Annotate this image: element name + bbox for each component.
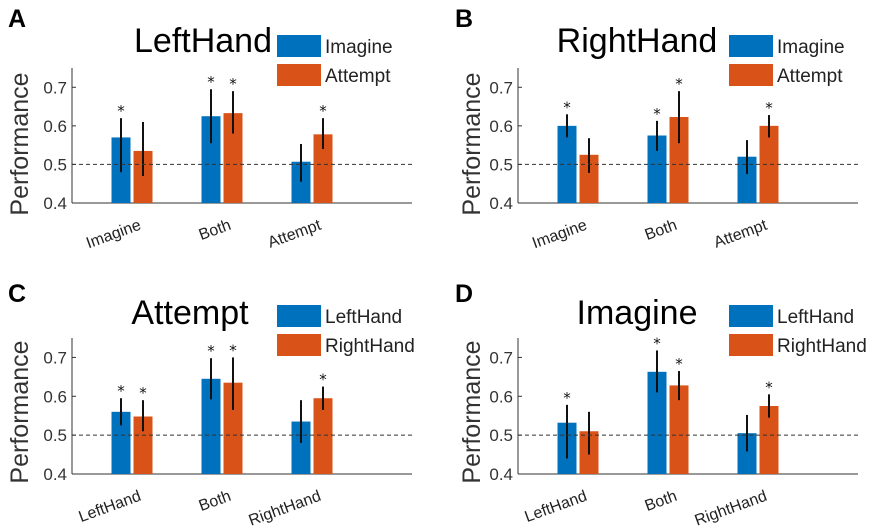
legend-swatch — [277, 64, 321, 86]
bar — [201, 116, 221, 203]
y-tick-label: 0.6 — [489, 117, 513, 136]
significance-star: * — [675, 355, 683, 373]
bar — [669, 116, 689, 203]
y-tick-label: 0.7 — [43, 78, 67, 97]
bar — [313, 134, 333, 203]
significance-star: * — [765, 99, 773, 117]
significance-star: * — [653, 334, 661, 352]
legend-swatch — [729, 334, 773, 356]
y-tick-label: 0.5 — [489, 426, 513, 445]
legend-label: LeftHand — [777, 307, 854, 328]
bar — [201, 378, 221, 474]
x-tick-label: Attempt — [266, 217, 324, 252]
chart-panel-d: D Imagine LeftHand RightHand Performance 0.4 0… — [455, 280, 867, 530]
significance-star: * — [675, 75, 683, 93]
y-axis-label: Performance — [6, 72, 34, 215]
bar — [647, 371, 667, 474]
bar — [737, 156, 757, 203]
bar — [647, 135, 667, 203]
bar — [759, 406, 779, 474]
legend-label: Attempt — [777, 66, 843, 87]
chart-title: Imagine — [577, 294, 698, 332]
chart-title: Attempt — [131, 294, 249, 332]
y-tick-label: 0.4 — [489, 194, 513, 213]
significance-star: * — [229, 75, 237, 93]
y-tick-label: 0.6 — [489, 387, 513, 406]
legend-label: Imagine — [325, 37, 393, 58]
chart-panel-b: B RightHand Imagine Attempt Performance 0.4 0.… — [455, 5, 858, 252]
y-tick-label: 0.6 — [43, 387, 67, 406]
chart-panel-a: A LeftHand Imagine Attempt Performance 0.4 0.5… — [6, 5, 412, 252]
x-tick-label: RightHand — [247, 488, 324, 530]
panel-letter: A — [8, 5, 26, 33]
bar — [313, 398, 333, 474]
significance-star: * — [207, 73, 215, 91]
x-tick-label: Both — [643, 217, 680, 244]
y-tick-label: 0.7 — [489, 78, 513, 97]
y-tick-label: 0.5 — [489, 155, 513, 174]
y-axis-label: Performance — [6, 340, 34, 483]
bar — [111, 411, 131, 474]
x-tick-label: Attempt — [712, 217, 770, 252]
significance-star: * — [117, 102, 125, 120]
y-tick-label: 0.5 — [43, 426, 67, 445]
y-tick-label: 0.4 — [43, 194, 67, 213]
y-axis-label: Performance — [458, 340, 486, 483]
x-tick-label: Both — [197, 217, 234, 244]
significance-star: * — [117, 382, 125, 400]
bar — [737, 433, 757, 474]
y-tick-label: 0.7 — [489, 348, 513, 367]
panel-letter: C — [8, 280, 26, 308]
y-tick-label: 0.4 — [489, 465, 513, 484]
panel-letter: B — [455, 5, 473, 33]
panel-letter: D — [455, 280, 473, 308]
legend-swatch — [277, 35, 321, 57]
bar — [291, 161, 311, 203]
bar — [759, 125, 779, 203]
legend-swatch — [277, 334, 321, 356]
y-tick-label: 0.4 — [43, 465, 67, 484]
x-tick-label: RightHand — [693, 488, 770, 530]
chart-title: RightHand — [557, 22, 718, 60]
x-tick-label: Imagine — [530, 217, 589, 252]
chart-panel-c: C Attempt LeftHand RightHand Performance 0.4 0… — [6, 280, 415, 530]
y-tick-label: 0.6 — [43, 117, 67, 136]
legend-swatch — [729, 305, 773, 327]
legend-label: RightHand — [325, 336, 415, 357]
x-tick-label: LeftHand — [523, 488, 590, 526]
x-tick-label: LeftHand — [77, 488, 144, 526]
x-tick-label: Both — [643, 488, 680, 515]
x-tick-label: Both — [197, 488, 234, 515]
bar — [223, 382, 243, 474]
legend-swatch — [729, 64, 773, 86]
bar — [133, 416, 153, 474]
legend-swatch — [729, 35, 773, 57]
legend-label: Imagine — [777, 37, 845, 58]
bar — [579, 154, 599, 203]
significance-star: * — [319, 102, 327, 120]
x-tick-label: Imagine — [84, 217, 143, 252]
bar — [669, 385, 689, 474]
significance-star: * — [563, 389, 571, 407]
significance-star: * — [563, 98, 571, 116]
significance-star: * — [139, 384, 147, 402]
y-tick-label: 0.7 — [43, 348, 67, 367]
legend-label: Attempt — [325, 66, 391, 87]
legend-label: LeftHand — [325, 307, 402, 328]
significance-star: * — [653, 105, 661, 123]
y-axis-label: Performance — [458, 72, 486, 215]
significance-star: * — [319, 371, 327, 389]
chart-title: LeftHand — [134, 22, 272, 60]
significance-star: * — [765, 378, 773, 396]
legend-label: RightHand — [777, 336, 867, 357]
bar — [223, 113, 243, 203]
significance-star: * — [207, 342, 215, 360]
legend-swatch — [277, 305, 321, 327]
y-tick-label: 0.5 — [43, 155, 67, 174]
significance-star: * — [229, 341, 237, 359]
